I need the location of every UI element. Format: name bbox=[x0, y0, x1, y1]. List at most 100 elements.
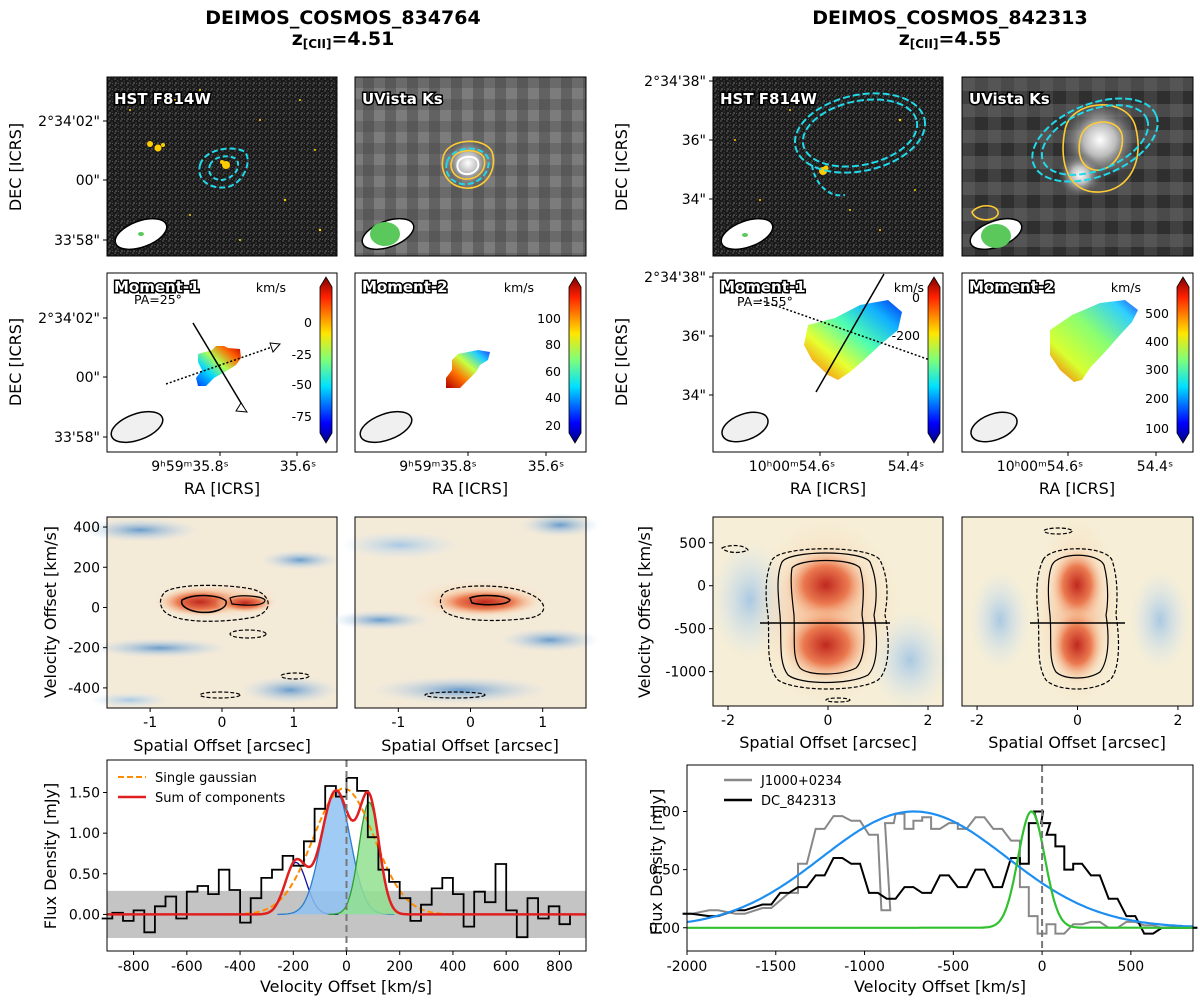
xtick-label: 0 bbox=[342, 959, 351, 975]
kms-label: km/s bbox=[1111, 280, 1141, 295]
svg-text:100: 100 bbox=[1145, 421, 1169, 436]
left-title-block: DEIMOS_COSMOS_834764 z[CII]=4.51 bbox=[205, 7, 480, 51]
right-m2-colorbar-ticks: 500 400 300 200 100 bbox=[1145, 306, 1169, 436]
ra-axis-label: RA [ICRS] bbox=[184, 479, 260, 498]
svg-text:0: 0 bbox=[912, 290, 920, 305]
component-fill bbox=[277, 790, 395, 915]
row1-right-dec-axis: 2°34'38" 36" 34" DEC [ICRS] bbox=[612, 74, 713, 211]
right-redshift: z[CII]=4.55 bbox=[899, 28, 1002, 51]
pv-xtick-label: -1 bbox=[143, 715, 157, 731]
right-hst-panel: HST F814W bbox=[712, 76, 944, 257]
pv-xtick-label: 2 bbox=[1173, 713, 1182, 729]
legend-right: J1000+0234 DC_842313 bbox=[724, 774, 842, 809]
svg-text:0: 0 bbox=[304, 315, 312, 330]
svg-text:20: 20 bbox=[545, 418, 561, 433]
dec-axis-label: DEC [ICRS] bbox=[6, 123, 25, 211]
row1-left-dec-axis: 2°34'02" 00" 33'58" DEC [ICRS] bbox=[6, 114, 107, 249]
ra-tick: 9ʰ59ᵐ35.8ˢ bbox=[151, 459, 229, 475]
spec-right-xlabel: Velocity Offset [km/s] bbox=[854, 977, 1026, 996]
right-moment1-label: Moment-1 bbox=[720, 278, 806, 296]
left-moment2-panel: Moment-2 km/s 100 80 60 40 20 bbox=[354, 272, 587, 453]
xtick-label: 400 bbox=[440, 959, 467, 975]
pv-right-ylabel: Velocity Offset [km/s] bbox=[635, 526, 654, 698]
ra-axis-label: RA [ICRS] bbox=[790, 479, 866, 498]
kms-label: km/s bbox=[894, 280, 924, 295]
left-moment1-label: Moment-1 bbox=[114, 278, 200, 296]
svg-text:-75: -75 bbox=[292, 409, 312, 424]
right-moment2-label: Moment-2 bbox=[969, 278, 1055, 296]
pv-axes: -1 0 1 400 200 0 -200 -400 -1 0 1 -2 0 2 500 0 -500 -1000… bbox=[68, 520, 1182, 731]
pv-xlabel: Spatial Offset [arcsec] bbox=[381, 736, 559, 755]
ra-tick: 10ʰ00ᵐ54.6ˢ bbox=[749, 459, 835, 475]
svg-text:-50: -50 bbox=[292, 377, 312, 392]
ra-axis-label: RA [ICRS] bbox=[1039, 479, 1115, 498]
legend-single-gaussian: Single gaussian bbox=[155, 771, 257, 786]
plot-frame bbox=[686, 764, 1194, 952]
ra-tick: 10ʰ00ᵐ54.6ˢ bbox=[997, 459, 1083, 475]
legend-sum-components: Sum of components bbox=[155, 791, 285, 806]
row2-left-axes: 2°34'02" 00" 33'58" DEC [ICRS] 9ʰ59ᵐ35.8… bbox=[6, 311, 564, 498]
pv-ytick-label: 200 bbox=[73, 560, 100, 576]
xtick-label: 500 bbox=[1117, 959, 1144, 975]
xtick-label: -1500 bbox=[755, 959, 796, 975]
dec-tick: 00" bbox=[76, 370, 100, 386]
left-hst-label: HST F814W bbox=[114, 90, 211, 108]
ra-tick: 54.4ˢ bbox=[888, 459, 924, 475]
dec-axis-label: DEC [ICRS] bbox=[612, 123, 631, 211]
pv-ytick-label: 0 bbox=[91, 600, 100, 616]
xtick-label: -500 bbox=[937, 959, 969, 975]
dec-tick: 2°34'02" bbox=[38, 311, 100, 327]
left-moment1-panel: Moment-1 PA=25° km/s 0 -25 -50 -75 bbox=[106, 272, 338, 453]
pv-ytick-label: 0 bbox=[697, 579, 706, 595]
ytick-label: 1.50 bbox=[69, 786, 100, 802]
pv-xtick-label: -2 bbox=[970, 713, 984, 729]
right-pa-label: PA=155° bbox=[737, 294, 793, 309]
xtick-label: -1000 bbox=[844, 959, 885, 975]
j1000-step-line bbox=[682, 812, 1198, 935]
svg-text:400: 400 bbox=[1145, 334, 1169, 349]
left-m2-colorbar-ticks: 100 80 60 40 20 bbox=[537, 311, 561, 433]
spec-right-ylabel: Flux Density [mJy] bbox=[647, 789, 666, 936]
pv-ytick-label: -200 bbox=[68, 641, 100, 657]
right-uvista-label: UVista Ks bbox=[969, 90, 1050, 108]
ra-tick: 54.4ˢ bbox=[1137, 459, 1173, 475]
dec-tick: 36" bbox=[682, 329, 706, 345]
dec-tick: 36" bbox=[682, 133, 706, 149]
left-pa-label: PA=25° bbox=[134, 292, 182, 307]
plot-area bbox=[687, 765, 1193, 951]
pv-ytick-label: -500 bbox=[674, 622, 706, 638]
dec-tick: 2°34'02" bbox=[38, 114, 100, 130]
pv-xlabel: Spatial Offset [arcsec] bbox=[133, 736, 311, 755]
ra-tick: 35.6ˢ bbox=[280, 459, 316, 475]
pv-xtick-label: 2 bbox=[924, 713, 933, 729]
xtick-label: -600 bbox=[171, 959, 203, 975]
xtick-label: 600 bbox=[493, 959, 520, 975]
pv-ytick-label: 400 bbox=[73, 520, 100, 536]
right-title-block: DEIMOS_COSMOS_842313 z[CII]=4.55 bbox=[812, 7, 1087, 51]
left-title: DEIMOS_COSMOS_834764 bbox=[205, 7, 480, 29]
dec-axis-label: DEC [ICRS] bbox=[612, 318, 631, 406]
right-uvista-panel: UVista Ks bbox=[961, 76, 1194, 257]
right-title: DEIMOS_COSMOS_842313 bbox=[812, 7, 1087, 29]
yellow-specks bbox=[129, 89, 322, 241]
dec-tick: 2°34'38" bbox=[644, 74, 706, 90]
xtick-label: -2000 bbox=[667, 959, 708, 975]
legend-left: Single gaussian Sum of components bbox=[118, 771, 285, 806]
svg-text:200: 200 bbox=[1145, 391, 1169, 406]
dec-tick: 34" bbox=[682, 388, 706, 404]
pv-xtick-label: 1 bbox=[538, 715, 547, 731]
component-fill bbox=[328, 802, 410, 915]
pv-right-minor bbox=[961, 516, 1194, 707]
pv-xlabel: Spatial Offset [arcsec] bbox=[739, 733, 917, 752]
svg-text:80: 80 bbox=[545, 337, 561, 352]
pv-xtick-label: 0 bbox=[1073, 713, 1082, 729]
legend-dc842313: DC_842313 bbox=[761, 794, 836, 809]
spec-left-xlabel: Velocity Offset [km/s] bbox=[260, 977, 432, 996]
left-moment2-label: Moment-2 bbox=[362, 278, 448, 296]
dec-tick: 00" bbox=[76, 173, 100, 189]
dec-tick: 2°34'38" bbox=[644, 270, 706, 286]
ytick-label: 0.00 bbox=[649, 921, 680, 937]
pv-xtick-label: -2 bbox=[721, 713, 735, 729]
pv-ytick-label: -1000 bbox=[665, 665, 706, 681]
